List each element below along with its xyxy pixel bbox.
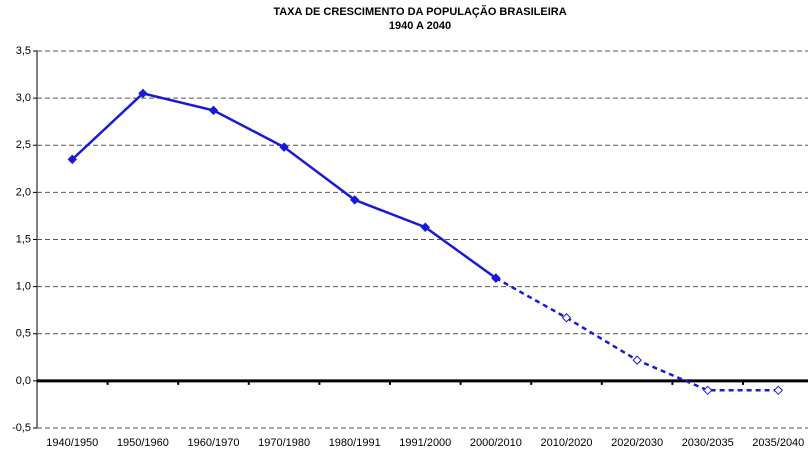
x-tick-label: 1970/1980 [258,437,310,449]
y-tick-label: 0,0 [16,375,31,387]
x-tick-label: 1950/1960 [117,437,169,449]
chart-title: TAXA DE CRESCIMENTO DA POPULAÇÃO BRASILE… [273,5,566,18]
data-point [208,105,219,116]
x-tick-label: 2030/2035 [682,437,734,449]
x-tick-label: 2010/2020 [541,437,593,449]
y-tick-label: 1,0 [16,281,31,293]
x-tick-label: 2000/2010 [470,437,522,449]
data-point [67,154,78,165]
data-point [632,355,642,365]
y-tick-label: 3,0 [16,92,31,104]
x-tick-label: 1940/1950 [46,437,98,449]
data-point [491,273,501,283]
x-tick-label: 2020/2030 [611,437,663,449]
y-tick-label: 2,0 [16,186,31,198]
series-line [71,92,497,280]
data-point [279,142,289,152]
data-point [773,385,784,396]
x-tick-label: 1980/1991 [329,437,381,449]
x-tick-label: 2035/2040 [752,437,804,449]
chart-subtitle: 1940 A 2040 [389,20,451,32]
y-tick-label: 1,5 [16,233,31,245]
y-tick-label: -0,5 [12,422,31,434]
x-tick-label: 1960/1970 [188,437,240,449]
y-tick-label: 3,5 [16,45,31,57]
data-point [702,385,713,396]
x-tick-label: 1991/2000 [399,437,451,449]
data-point [420,222,431,232]
y-tick-label: 0,5 [16,328,31,340]
data-point [349,195,360,205]
data-point [561,313,572,323]
data-point [138,88,148,99]
y-tick-label: 2,5 [16,139,31,151]
